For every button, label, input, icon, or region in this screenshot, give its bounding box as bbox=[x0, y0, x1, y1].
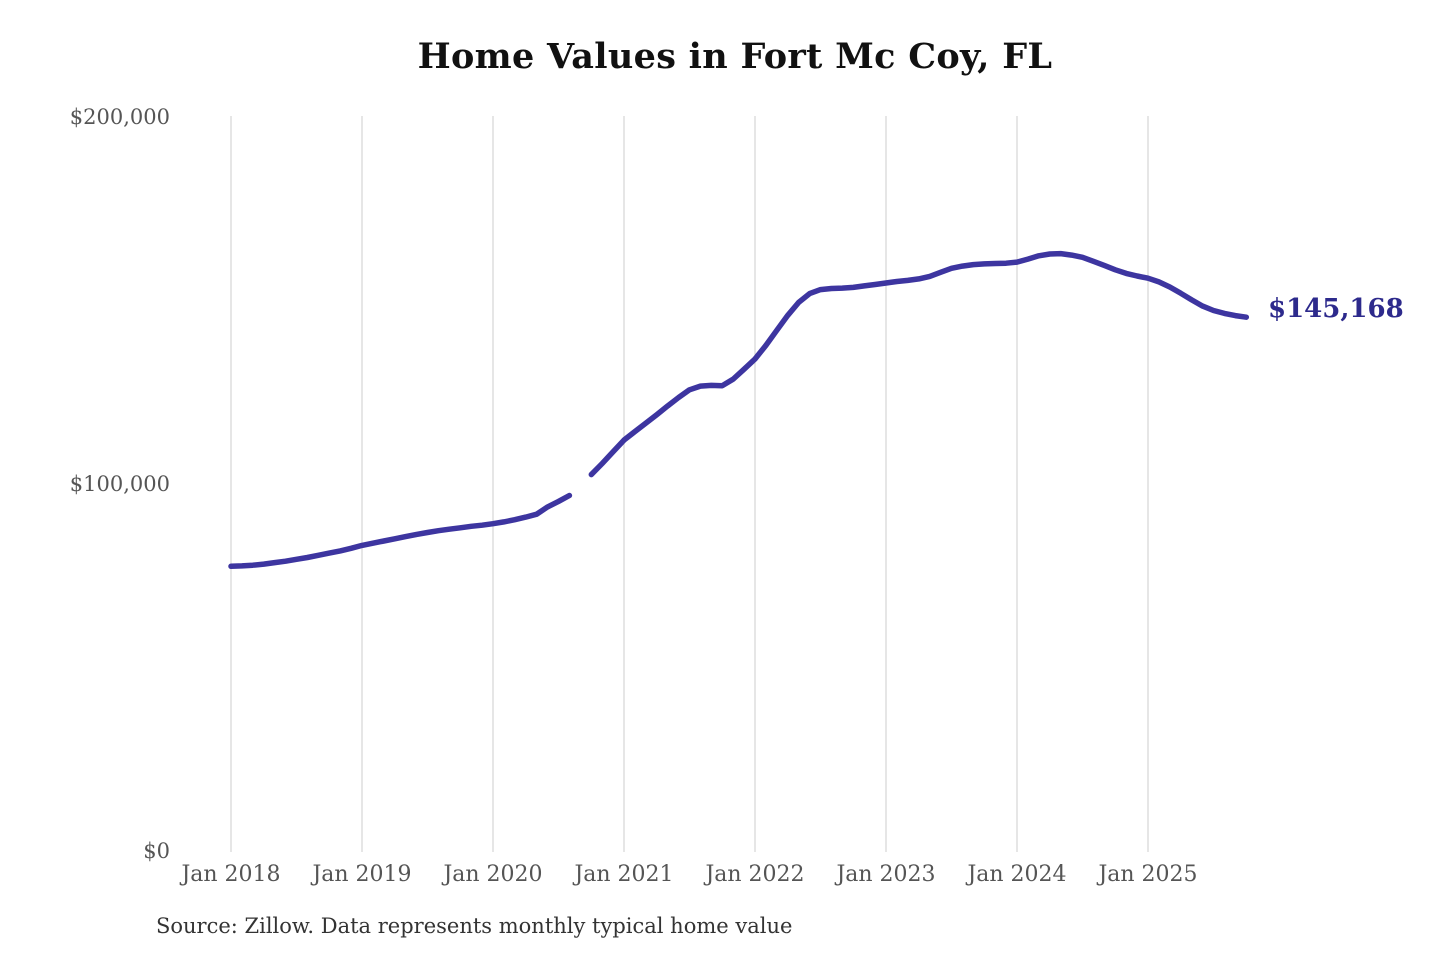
y-axis-labels-group: $0 $100,000 $200,000 bbox=[70, 105, 170, 863]
latest-value-label: $145,168 bbox=[1268, 294, 1404, 324]
chart-title: Home Values in Fort Mc Coy, FL bbox=[417, 36, 1053, 77]
x-axis-label: Jan 2023 bbox=[834, 862, 935, 887]
gridlines-group bbox=[230, 116, 1149, 852]
x-axis-label: Jan 2018 bbox=[179, 862, 280, 887]
y-axis-label: $100,000 bbox=[70, 472, 170, 496]
x-axis-label: Jan 2025 bbox=[1096, 862, 1197, 887]
home-value-line bbox=[228, 250, 1250, 570]
source-note: Source: Zillow. Data represents monthly … bbox=[156, 914, 793, 938]
x-axis-label: Jan 2019 bbox=[310, 862, 411, 887]
x-axis-label: Jan 2022 bbox=[703, 862, 804, 887]
x-axis-labels-group: Jan 2018 Jan 2019 Jan 2020 Jan 2021 Jan 2022… bbox=[179, 862, 1197, 887]
x-axis-label: Jan 2024 bbox=[965, 862, 1066, 887]
series-group bbox=[228, 250, 1250, 570]
y-axis-label: $0 bbox=[143, 839, 170, 863]
x-axis-label: Jan 2020 bbox=[441, 862, 542, 887]
x-axis-label: Jan 2021 bbox=[572, 862, 673, 887]
y-axis-label: $200,000 bbox=[70, 105, 170, 129]
